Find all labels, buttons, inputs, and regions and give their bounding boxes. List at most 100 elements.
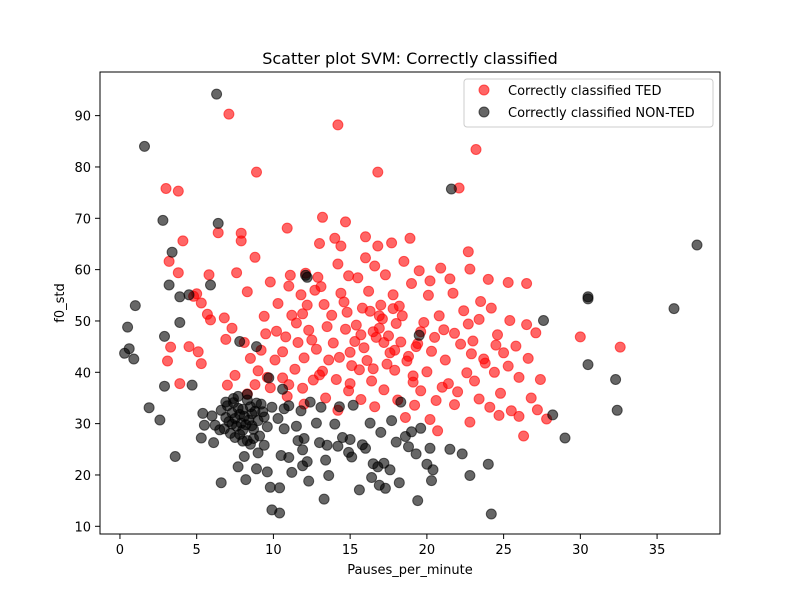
ted-point-91 bbox=[310, 343, 322, 355]
x-tick-label-30: 30 bbox=[572, 543, 589, 558]
ted-point-207 bbox=[502, 360, 514, 372]
ted-point-32 bbox=[369, 260, 381, 272]
ted-point-109 bbox=[252, 365, 264, 377]
non-ted-point-38 bbox=[198, 419, 210, 431]
non-ted-point-12 bbox=[183, 289, 195, 301]
ted-point-129 bbox=[264, 382, 276, 394]
non-ted-point-150 bbox=[292, 435, 304, 447]
non-ted-point-73 bbox=[261, 421, 273, 433]
non-ted-point-162 bbox=[208, 437, 220, 449]
ted-point-10 bbox=[281, 222, 293, 234]
ted-point-186 bbox=[352, 272, 364, 284]
non-ted-point-82 bbox=[315, 401, 327, 413]
points-layer bbox=[119, 88, 703, 520]
ted-point-79 bbox=[292, 337, 304, 348]
ted-point-208 bbox=[341, 306, 353, 318]
ted-point-119 bbox=[277, 372, 289, 384]
ted-point-77 bbox=[220, 333, 232, 345]
y-tick-label-60: 60 bbox=[74, 264, 91, 279]
x-tick-label-35: 35 bbox=[649, 543, 666, 558]
ted-point-34 bbox=[312, 271, 324, 283]
non-ted-point-143 bbox=[329, 418, 341, 430]
non-ted-point-125 bbox=[275, 450, 287, 461]
non-ted-point-23 bbox=[668, 303, 680, 315]
ted-point-158 bbox=[432, 425, 444, 437]
non-ted-point-154 bbox=[251, 397, 262, 409]
non-ted-point-135 bbox=[238, 451, 250, 462]
ted-point-100 bbox=[244, 352, 256, 364]
ted-point-164 bbox=[390, 318, 402, 329]
non-ted-point-19 bbox=[128, 353, 140, 365]
ted-point-168 bbox=[403, 350, 414, 362]
ted-point-172 bbox=[383, 330, 394, 342]
ted-point-0 bbox=[223, 108, 235, 120]
non-ted-point-25 bbox=[234, 336, 246, 347]
ted-point-19 bbox=[386, 237, 398, 249]
y-tick-label-70: 70 bbox=[74, 212, 91, 227]
non-ted-point-109 bbox=[427, 464, 439, 476]
ted-point-67 bbox=[205, 314, 216, 326]
non-ted-point-102 bbox=[384, 464, 396, 476]
non-ted-point-18 bbox=[119, 347, 131, 359]
non-ted-point-118 bbox=[366, 472, 378, 483]
ted-point-96 bbox=[498, 347, 510, 359]
non-ted-point-15 bbox=[174, 317, 186, 328]
legend-marker-ted bbox=[478, 84, 490, 96]
non-ted-point-161 bbox=[248, 433, 259, 444]
non-ted-point-6 bbox=[166, 246, 178, 258]
ted-point-149 bbox=[505, 405, 517, 417]
ted-point-63 bbox=[433, 310, 445, 322]
ted-point-163 bbox=[375, 299, 387, 311]
non-ted-point-107 bbox=[410, 448, 422, 460]
non-ted-point-119 bbox=[353, 484, 365, 496]
ted-point-171 bbox=[373, 322, 385, 334]
non-ted-point-32 bbox=[159, 380, 170, 392]
non-ted-point-30 bbox=[559, 432, 571, 444]
non-ted-point-26 bbox=[251, 341, 262, 353]
x-tick-label-0: 0 bbox=[116, 543, 124, 558]
ted-point-33 bbox=[343, 270, 355, 282]
ted-point-65 bbox=[504, 315, 516, 326]
ted-point-191 bbox=[360, 252, 371, 264]
ted-point-2 bbox=[470, 144, 482, 155]
x-tick-label-25: 25 bbox=[495, 543, 512, 558]
non-ted-point-144 bbox=[310, 417, 322, 429]
non-ted-point-89 bbox=[415, 422, 427, 434]
ted-point-213 bbox=[389, 344, 401, 356]
non-ted-point-78 bbox=[277, 383, 289, 395]
non-ted-point-3 bbox=[212, 217, 224, 229]
non-ted-point-20 bbox=[538, 315, 549, 326]
ted-point-50 bbox=[272, 298, 284, 309]
ted-point-36 bbox=[283, 280, 295, 292]
non-ted-point-31 bbox=[547, 409, 559, 421]
ted-point-185 bbox=[315, 281, 327, 293]
ted-point-17 bbox=[235, 235, 247, 247]
ted-point-201 bbox=[344, 378, 356, 390]
ted-point-113 bbox=[389, 364, 401, 376]
ted-point-61 bbox=[326, 309, 338, 321]
ted-point-121 bbox=[330, 374, 342, 385]
non-ted-point-11 bbox=[174, 291, 186, 303]
ted-point-92 bbox=[344, 346, 356, 358]
non-ted-point-146 bbox=[375, 426, 387, 438]
ted-point-14 bbox=[329, 232, 341, 244]
ted-point-62 bbox=[396, 310, 408, 322]
non-ted-point-117 bbox=[393, 477, 405, 489]
ted-point-106 bbox=[439, 354, 451, 366]
ted-point-99 bbox=[195, 358, 207, 370]
non-ted-point-88 bbox=[406, 426, 417, 438]
ted-point-110 bbox=[289, 363, 301, 375]
ted-point-127 bbox=[174, 378, 186, 390]
y-tick-label-90: 90 bbox=[74, 110, 91, 125]
ted-point-133 bbox=[415, 385, 427, 397]
x-tick-label-15: 15 bbox=[342, 543, 359, 558]
ted-point-84 bbox=[455, 338, 467, 350]
non-ted-point-105 bbox=[390, 436, 402, 448]
ted-point-102 bbox=[298, 352, 310, 364]
ted-point-7 bbox=[172, 185, 184, 197]
non-ted-point-160 bbox=[234, 428, 246, 440]
ted-point-182 bbox=[280, 331, 292, 343]
ted-point-209 bbox=[364, 305, 376, 317]
ted-point-143 bbox=[473, 393, 485, 405]
